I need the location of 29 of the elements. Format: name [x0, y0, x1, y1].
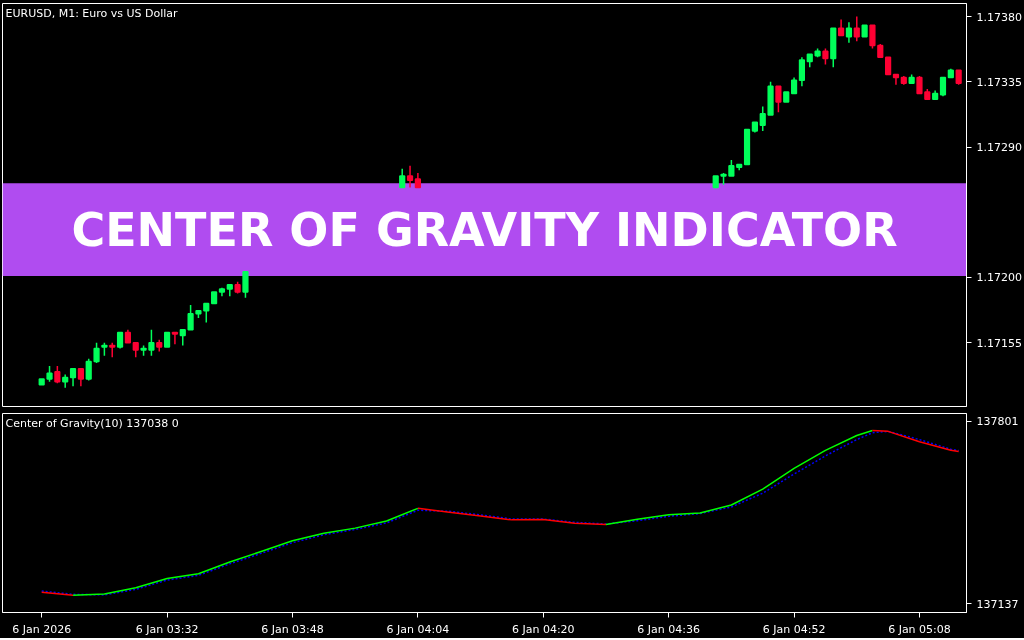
candlestick	[203, 302, 210, 324]
band-label: CENTER OF GRAVITY INDICATOR	[71, 202, 898, 257]
x-tick-label: 6 Jan 05:08	[888, 622, 951, 636]
candlestick	[171, 331, 179, 345]
x-tick-label: 6 Jan 04:52	[762, 622, 826, 636]
x-tick-label: 6 Jan 04:36	[637, 622, 701, 636]
candlestick	[845, 21, 853, 44]
chart-title: EURUSD, M1: Euro vs US Dollar	[5, 6, 179, 20]
x-tick-label: 6 Jan 04:04	[386, 622, 450, 636]
candlestick	[853, 15, 860, 42]
x-tick-label: 6 Jan 2026	[12, 622, 72, 636]
candlestick	[892, 73, 900, 86]
y-tick-label: 137801	[976, 415, 1019, 429]
candlestick	[798, 56, 806, 87]
candlestick	[775, 85, 782, 113]
x-tick-label: 6 Jan 03:32	[135, 622, 199, 636]
candlestick	[399, 168, 406, 189]
y-tick-label: 1.17290	[976, 141, 1022, 155]
y-tick-label: 1.17200	[976, 271, 1022, 285]
x-tick-label: 6 Jan 04:20	[511, 622, 575, 636]
candlestick	[109, 341, 116, 358]
candlestick	[406, 165, 414, 189]
y-tick-label: 1.17380	[976, 10, 1022, 24]
chart-title: Center of Gravity(10) 137038 0	[5, 416, 179, 430]
y-tick-label: 1.17155	[976, 336, 1022, 350]
y-tick-label: 1.17335	[976, 75, 1022, 89]
candlestick	[242, 270, 249, 299]
y-tick-label: 137137	[976, 597, 1019, 611]
x-tick-label: 6 Jan 03:48	[261, 622, 324, 636]
